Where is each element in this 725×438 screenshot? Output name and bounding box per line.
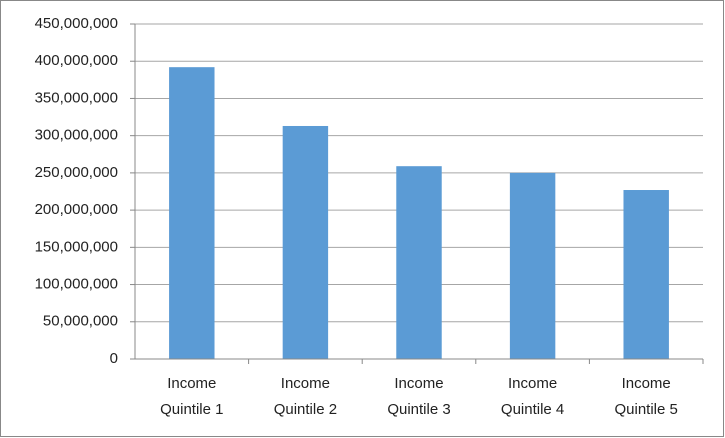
y-tick-label: 150,000,000 <box>35 238 118 255</box>
bar <box>509 172 556 359</box>
x-tick-label: Income Quintile 3 <box>387 375 451 418</box>
y-tick-label: 250,000,000 <box>35 164 118 181</box>
y-tick-label: 400,000,000 <box>35 52 118 69</box>
x-tick-label: Income Quintile 5 <box>614 375 678 418</box>
y-tick-label: 450,000,000 <box>35 15 118 32</box>
bar <box>396 166 442 359</box>
bar <box>282 125 329 359</box>
y-tick-label: 200,000,000 <box>35 201 118 218</box>
x-tick-label: Income Quintile 2 <box>273 375 338 418</box>
y-tick-label: 50,000,000 <box>43 313 118 330</box>
bar <box>623 190 669 359</box>
y-tick-label: 300,000,000 <box>35 127 118 144</box>
y-tick-label: 100,000,000 <box>35 276 118 293</box>
y-tick-label: 350,000,000 <box>35 89 118 106</box>
x-tick-label: Income Quintile 4 <box>500 375 565 418</box>
bar <box>169 67 215 359</box>
x-tick-label: Income Quintile 1 <box>160 375 224 418</box>
y-tick-label: 0 <box>110 350 118 367</box>
